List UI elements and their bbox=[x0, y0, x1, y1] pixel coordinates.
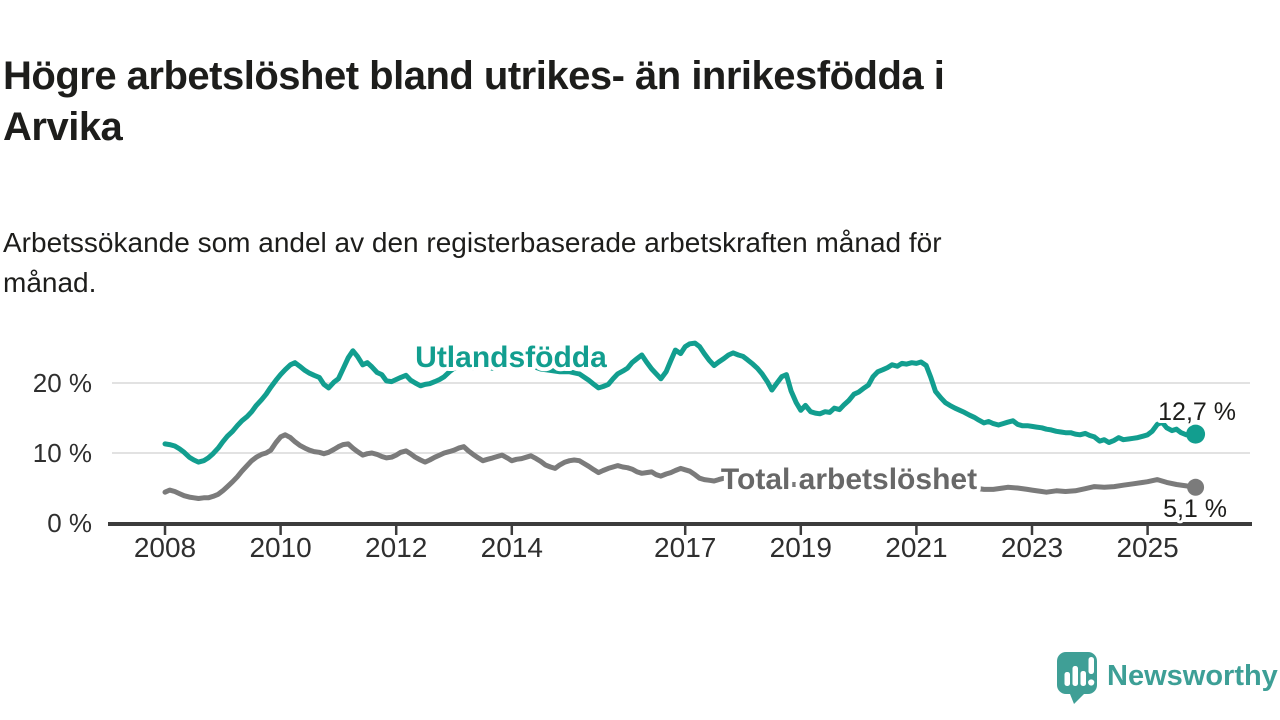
x-tick-label: 2010 bbox=[249, 532, 311, 563]
y-tick-label: 0 % bbox=[47, 508, 92, 538]
x-axis: 2008 2010 2012 2014 2017 2019 2021 2023 2025 bbox=[108, 522, 1252, 563]
x-tick-label: 2025 bbox=[1116, 532, 1178, 563]
plot-area: 2008 2010 2012 2014 2017 2019 2021 2023 2025 0 % 1… bbox=[33, 337, 1252, 563]
subtitle-line-1: Arbetssökande som andel av den registerb… bbox=[3, 227, 942, 258]
svg-text:5,1 %: 5,1 % bbox=[1163, 495, 1227, 523]
title-line-1: Högre arbetslöshet bland utrikes- än inr… bbox=[3, 53, 945, 98]
page-title: Högre arbetslöshet bland utrikes- än inr… bbox=[3, 51, 1233, 153]
svg-text:5,1 %: 5,1 % bbox=[1163, 495, 1227, 523]
x-tick-label: 2008 bbox=[134, 532, 196, 563]
chart-subtitle: Arbetssökande som andel av den registerb… bbox=[3, 223, 1233, 303]
svg-text:12,7 %: 12,7 % bbox=[1158, 398, 1236, 426]
x-tick-label: 2023 bbox=[1001, 532, 1063, 563]
series-2 bbox=[162, 432, 1205, 501]
brand-wordmark: Newsworthy bbox=[1107, 660, 1278, 692]
series-line bbox=[162, 432, 1199, 501]
svg-text:Total arbetslöshet: Total arbetslöshet bbox=[721, 463, 977, 496]
series-1 bbox=[162, 340, 1206, 465]
svg-text:Utlandsfödda: Utlandsfödda bbox=[415, 341, 607, 374]
svg-text:12,7 %: 12,7 % bbox=[1158, 398, 1236, 426]
end-value-label: 5,1 %5,1 % bbox=[1160, 492, 1230, 526]
end-value-label: 12,7 %12,7 % bbox=[1155, 395, 1239, 429]
newsworthy-logo: Newsworthy bbox=[1057, 652, 1278, 704]
y-tick-label: 10 % bbox=[33, 438, 92, 468]
title-line-2: Arvika bbox=[3, 104, 123, 149]
gridlines bbox=[112, 382, 1250, 454]
x-tick-label: 2021 bbox=[885, 532, 947, 563]
x-tick-label: 2017 bbox=[654, 532, 716, 563]
series-end-dot bbox=[1187, 478, 1205, 496]
svg-text:Total arbetslöshet: Total arbetslöshet bbox=[721, 463, 977, 496]
svg-text:Utlandsfödda: Utlandsfödda bbox=[415, 341, 607, 374]
x-tick-label: 2019 bbox=[770, 532, 832, 563]
x-tick-label: 2014 bbox=[481, 532, 543, 563]
series-line bbox=[162, 340, 1199, 465]
bar-chart-glyph bbox=[1064, 657, 1095, 686]
series-end-dot bbox=[1186, 424, 1206, 444]
y-tick-label: 20 % bbox=[33, 368, 92, 398]
y-axis: 0 % 10 % 20 % bbox=[33, 368, 92, 538]
x-tick-label: 2012 bbox=[365, 532, 427, 563]
subtitle-line-2: månad. bbox=[3, 267, 97, 298]
